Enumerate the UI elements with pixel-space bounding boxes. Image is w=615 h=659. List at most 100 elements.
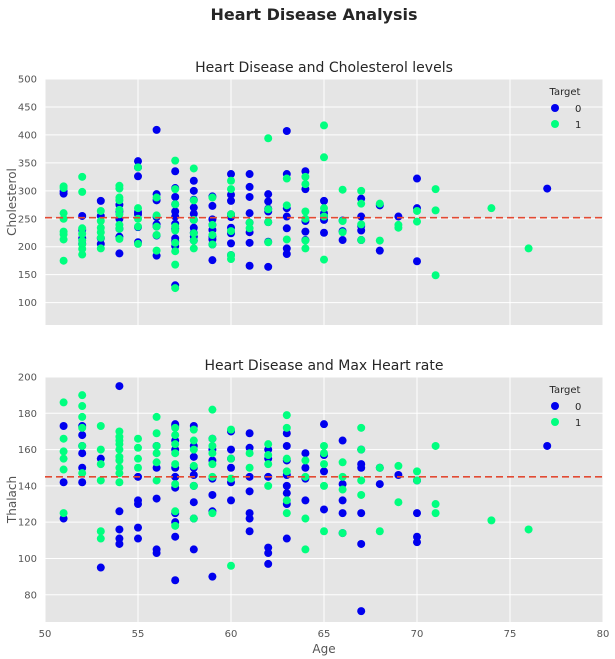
thalach-point-target-1 [171,521,180,530]
thalach-point-target-1 [115,469,124,478]
cholesterol-chart: 100 150 200 250 300 350 400 450 500 Heart Disease… [5,60,604,325]
thalach-point-target-0 [152,549,161,558]
cholesterol-point-target-0 [282,244,291,253]
thalach-point-target-1 [227,474,235,483]
cholesterol-chart-title: Heart Disease and Cholesterol levels [195,60,453,76]
thalach-point-target-1 [59,398,68,407]
cholesterol-point-target-1 [171,238,180,247]
thalach-point-target-1 [264,440,273,449]
thalach-point-target-0 [134,500,142,509]
cholesterol-point-target-1 [431,271,440,280]
thalach-point-target-1 [301,472,310,481]
cholesterol-point-target-1 [189,164,198,173]
cholesterol-point-target-1 [171,284,180,293]
thalach-point-target-1 [320,527,328,536]
thalach-point-target-1 [189,514,198,523]
thalach-point-target-0 [78,478,87,487]
thalach-y-tick-label: 180 [18,409,37,420]
cholesterol-point-target-1 [301,214,310,223]
thalach-point-target-1 [227,425,235,434]
thalach-point-target-0 [227,445,235,454]
thalach-point-target-1 [189,461,198,470]
thalach-point-target-1 [171,507,180,516]
thalach-point-target-1 [264,481,273,490]
cholesterol-point-target-1 [338,217,347,226]
cholesterol-legend-title: Target [549,87,581,98]
thalach-y-axis-label: Thalach [5,476,19,524]
thalach-point-target-1 [78,423,87,432]
thalach-point-target-0 [227,463,235,472]
cholesterol-point-target-0 [152,125,161,134]
thalach-point-target-1 [227,561,235,570]
thalach-point-target-1 [96,527,105,536]
cholesterol-point-target-1 [134,214,142,223]
cholesterol-point-target-1 [171,226,180,235]
cholesterol-point-target-1 [375,236,384,245]
cholesterol-point-target-1 [96,228,105,237]
thalach-point-target-1 [59,465,68,474]
cholesterol-point-target-1 [208,240,217,249]
cholesterol-legend-label-0: 0 [575,104,581,115]
thalach-point-target-0 [357,539,366,548]
thalach-point-target-1 [208,460,217,469]
thalach-point-target-1 [189,425,198,434]
thalach-point-target-1 [282,467,291,476]
thalach-point-target-0 [338,496,347,505]
cholesterol-point-target-1 [152,222,161,231]
cholesterol-point-target-1 [59,209,68,218]
thalach-point-target-1 [171,480,180,489]
cholesterol-point-target-0 [189,176,198,185]
thalach-point-target-1 [115,445,124,454]
cholesterol-point-target-0 [282,249,291,258]
cholesterol-point-target-0 [189,209,198,218]
thalach-point-target-1 [152,441,161,450]
thalach-point-target-0 [115,539,124,548]
thalach-point-target-1 [152,458,161,467]
thalach-point-target-0 [171,532,180,541]
thalach-point-target-0 [59,478,68,487]
cholesterol-point-target-0 [208,201,217,210]
thalach-point-target-1 [59,454,68,463]
cholesterol-point-target-0 [301,167,310,176]
cholesterol-point-target-0 [338,236,347,245]
thalach-point-target-1 [208,509,217,518]
thalach-point-target-1 [227,454,235,463]
thalach-x-tick-label: 55 [132,629,145,640]
thalach-point-target-0 [357,607,366,616]
thalach-point-target-1 [115,478,124,487]
cholesterol-point-target-1 [320,212,328,221]
cholesterol-point-target-0 [227,196,235,205]
cholesterol-point-target-1 [189,229,198,238]
cholesterol-point-target-1 [301,236,310,245]
cholesterol-y-tick-label: 100 [18,298,37,309]
cholesterol-point-target-1 [245,224,254,233]
cholesterol-legend-label-1: 1 [575,120,581,131]
thalach-point-target-1 [152,449,161,458]
cholesterol-point-target-1 [320,153,328,162]
thalach-point-target-0 [189,545,198,554]
thalach-point-target-1 [338,529,347,538]
thalach-y-tick-label: 100 [18,554,37,565]
thalach-y-tick-label: 160 [18,445,37,456]
cholesterol-point-target-1 [264,218,273,227]
thalach-x-axis-label: Age [312,642,335,656]
thalach-point-target-1 [208,449,217,458]
thalach-legend-marker-1 [551,418,559,426]
cholesterol-point-target-1 [227,176,235,185]
cholesterol-point-target-1 [96,233,105,242]
thalach-legend-label-0: 0 [575,402,581,413]
cholesterol-point-target-0 [227,170,235,179]
cholesterol-point-target-0 [59,189,68,198]
thalach-point-target-1 [375,527,384,536]
thalach-point-target-1 [357,445,366,454]
thalach-point-target-1 [78,469,87,478]
thalach-point-target-0 [413,509,421,518]
thalach-point-target-0 [301,463,310,472]
cholesterol-point-target-1 [171,247,180,256]
figure-suptitle: Heart Disease Analysis [210,5,417,24]
thalach-point-target-0 [208,572,217,581]
cholesterol-point-target-1 [59,214,68,223]
cholesterol-point-target-1 [413,206,421,215]
thalach-point-target-0 [245,514,254,523]
cholesterol-point-target-0 [134,172,142,181]
